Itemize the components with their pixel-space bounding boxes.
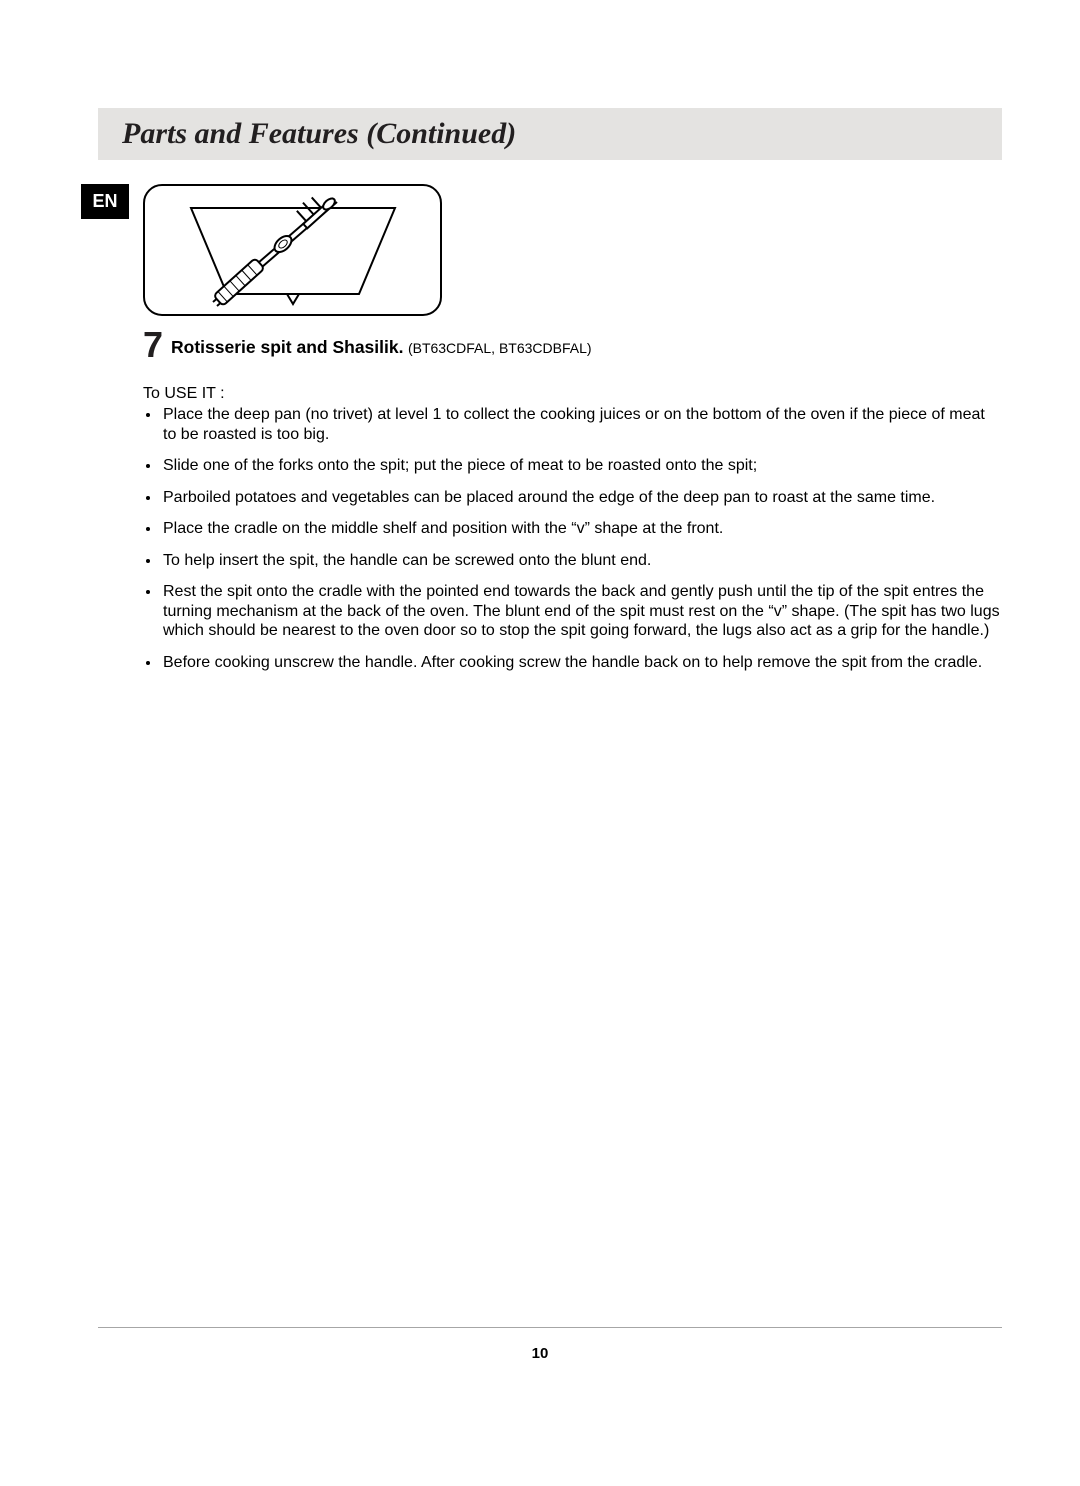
list-item: Rest the spit onto the cradle with the p… bbox=[161, 582, 1002, 641]
footer-rule bbox=[98, 1327, 1002, 1328]
list-item: Parboiled potatoes and vegetables can be… bbox=[161, 488, 1002, 508]
list-item: Place the cradle on the middle shelf and… bbox=[161, 519, 1002, 539]
item-number: 7 bbox=[143, 327, 163, 363]
manual-page: Parts and Features (Continued) EN bbox=[0, 0, 1080, 1486]
list-item: Before cooking unscrew the handle. After… bbox=[161, 653, 1002, 673]
list-item: Slide one of the forks onto the spit; pu… bbox=[161, 456, 1002, 476]
language-badge: EN bbox=[81, 184, 129, 219]
language-code: EN bbox=[92, 191, 117, 212]
instruction-list: Place the deep pan (no trivet) at level … bbox=[143, 405, 1002, 684]
section-title: Parts and Features (Continued) bbox=[122, 117, 516, 151]
list-item: Place the deep pan (no trivet) at level … bbox=[161, 405, 1002, 444]
item-heading-row: 7 Rotisserie spit and Shasilik. (BT63CDF… bbox=[143, 323, 592, 359]
page-number: 10 bbox=[0, 1345, 1080, 1362]
rotisserie-illustration bbox=[143, 184, 442, 316]
item-models: (BT63CDFAL, BT63CDBFAL) bbox=[408, 340, 592, 356]
item-title: Rotisserie spit and Shasilik. bbox=[171, 337, 403, 357]
list-item: To help insert the spit, the handle can … bbox=[161, 551, 1002, 571]
to-use-label: To USE IT : bbox=[143, 385, 225, 403]
section-header-band: Parts and Features (Continued) bbox=[98, 108, 1002, 160]
